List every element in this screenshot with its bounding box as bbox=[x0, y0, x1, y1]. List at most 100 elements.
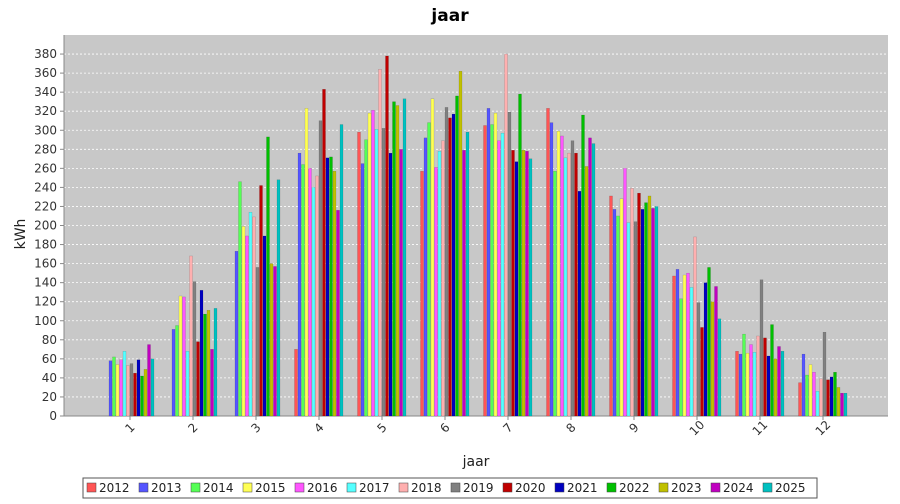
bar bbox=[374, 129, 379, 417]
bar bbox=[360, 163, 365, 417]
bar bbox=[108, 360, 113, 417]
bar bbox=[696, 302, 701, 417]
bar bbox=[248, 212, 253, 417]
legend-swatch bbox=[190, 482, 201, 493]
bar bbox=[703, 282, 708, 417]
bar bbox=[189, 255, 193, 417]
legend-swatch bbox=[86, 482, 97, 493]
bar bbox=[693, 236, 697, 417]
legend-swatch bbox=[242, 482, 253, 493]
bar bbox=[675, 269, 680, 417]
bar bbox=[434, 167, 438, 417]
legend-item: 2012 bbox=[86, 481, 130, 495]
y-tick-label: 140 bbox=[34, 276, 57, 290]
bar bbox=[458, 71, 463, 417]
bar bbox=[241, 226, 246, 417]
bar bbox=[822, 332, 827, 417]
bar bbox=[437, 151, 442, 417]
legend-item: 2013 bbox=[138, 481, 182, 495]
bar bbox=[528, 158, 533, 417]
bar bbox=[178, 295, 183, 417]
legend-item: 2025 bbox=[762, 481, 806, 495]
bar bbox=[497, 140, 501, 417]
legend-item: 2020 bbox=[502, 481, 546, 495]
bar bbox=[423, 137, 428, 417]
bar bbox=[679, 298, 683, 417]
bar bbox=[399, 149, 403, 417]
x-tick-label: 4 bbox=[311, 420, 326, 435]
bar bbox=[689, 287, 694, 417]
bar bbox=[325, 157, 330, 417]
bar bbox=[609, 195, 613, 417]
bar bbox=[371, 110, 375, 417]
bar bbox=[315, 175, 319, 417]
bar bbox=[766, 355, 771, 417]
bar bbox=[626, 222, 631, 417]
bar bbox=[633, 221, 638, 417]
bar bbox=[273, 266, 277, 417]
y-tick-label: 120 bbox=[34, 295, 57, 309]
y-tick-label: 180 bbox=[34, 238, 57, 252]
bar bbox=[707, 267, 711, 417]
bar bbox=[507, 112, 512, 417]
bar bbox=[336, 210, 340, 417]
bar bbox=[322, 89, 326, 417]
bar bbox=[612, 209, 617, 417]
bar bbox=[462, 150, 466, 417]
bar bbox=[318, 120, 323, 417]
bar bbox=[567, 152, 571, 417]
bar bbox=[175, 325, 179, 417]
bar bbox=[262, 235, 267, 417]
bar bbox=[203, 313, 207, 417]
legend-swatch bbox=[606, 482, 617, 493]
bar bbox=[812, 372, 816, 417]
bar bbox=[770, 324, 774, 417]
legend-label: 2017 bbox=[359, 481, 390, 495]
bar bbox=[490, 124, 494, 417]
bar bbox=[245, 235, 249, 417]
bar bbox=[829, 376, 834, 417]
bar bbox=[455, 95, 459, 417]
bar bbox=[266, 136, 270, 417]
bar bbox=[119, 359, 123, 417]
bar bbox=[805, 374, 809, 417]
bar bbox=[210, 349, 214, 417]
bar bbox=[815, 391, 820, 417]
bar bbox=[448, 117, 452, 417]
bar bbox=[402, 98, 407, 417]
legend-item: 2017 bbox=[346, 481, 390, 495]
legend-swatch bbox=[346, 482, 357, 493]
bar bbox=[301, 164, 305, 417]
bar bbox=[294, 349, 298, 417]
y-tick-label: 20 bbox=[42, 390, 57, 404]
bar bbox=[185, 351, 190, 417]
legend-item: 2015 bbox=[242, 481, 286, 495]
bar bbox=[588, 137, 592, 417]
x-tick-label: 5 bbox=[374, 420, 389, 435]
bar bbox=[560, 135, 564, 417]
bar bbox=[637, 192, 641, 417]
bar bbox=[308, 168, 312, 417]
bar bbox=[654, 206, 659, 417]
y-tick-label: 380 bbox=[34, 47, 57, 61]
y-tick-label: 240 bbox=[34, 180, 57, 194]
legend-item: 2023 bbox=[658, 481, 702, 495]
legend-label: 2014 bbox=[203, 481, 234, 495]
bar bbox=[504, 53, 508, 417]
x-tick-label: 8 bbox=[563, 420, 578, 435]
bar bbox=[581, 114, 585, 417]
bar bbox=[647, 195, 652, 417]
legend-swatch bbox=[554, 482, 565, 493]
legend-label: 2023 bbox=[671, 481, 702, 495]
y-tick-label: 340 bbox=[34, 85, 57, 99]
x-tick-label: 12 bbox=[813, 418, 834, 439]
x-tick-label: 2 bbox=[185, 420, 200, 435]
bar bbox=[630, 188, 634, 417]
bar bbox=[549, 122, 554, 417]
y-tick-label: 60 bbox=[42, 352, 57, 366]
y-tick-label: 280 bbox=[34, 142, 57, 156]
bar bbox=[304, 108, 309, 417]
bar bbox=[798, 382, 802, 417]
legend: 2012 2013 2014 2015 2016 2017 2018 2019 2020 2021… bbox=[82, 477, 818, 499]
bar bbox=[826, 379, 830, 417]
